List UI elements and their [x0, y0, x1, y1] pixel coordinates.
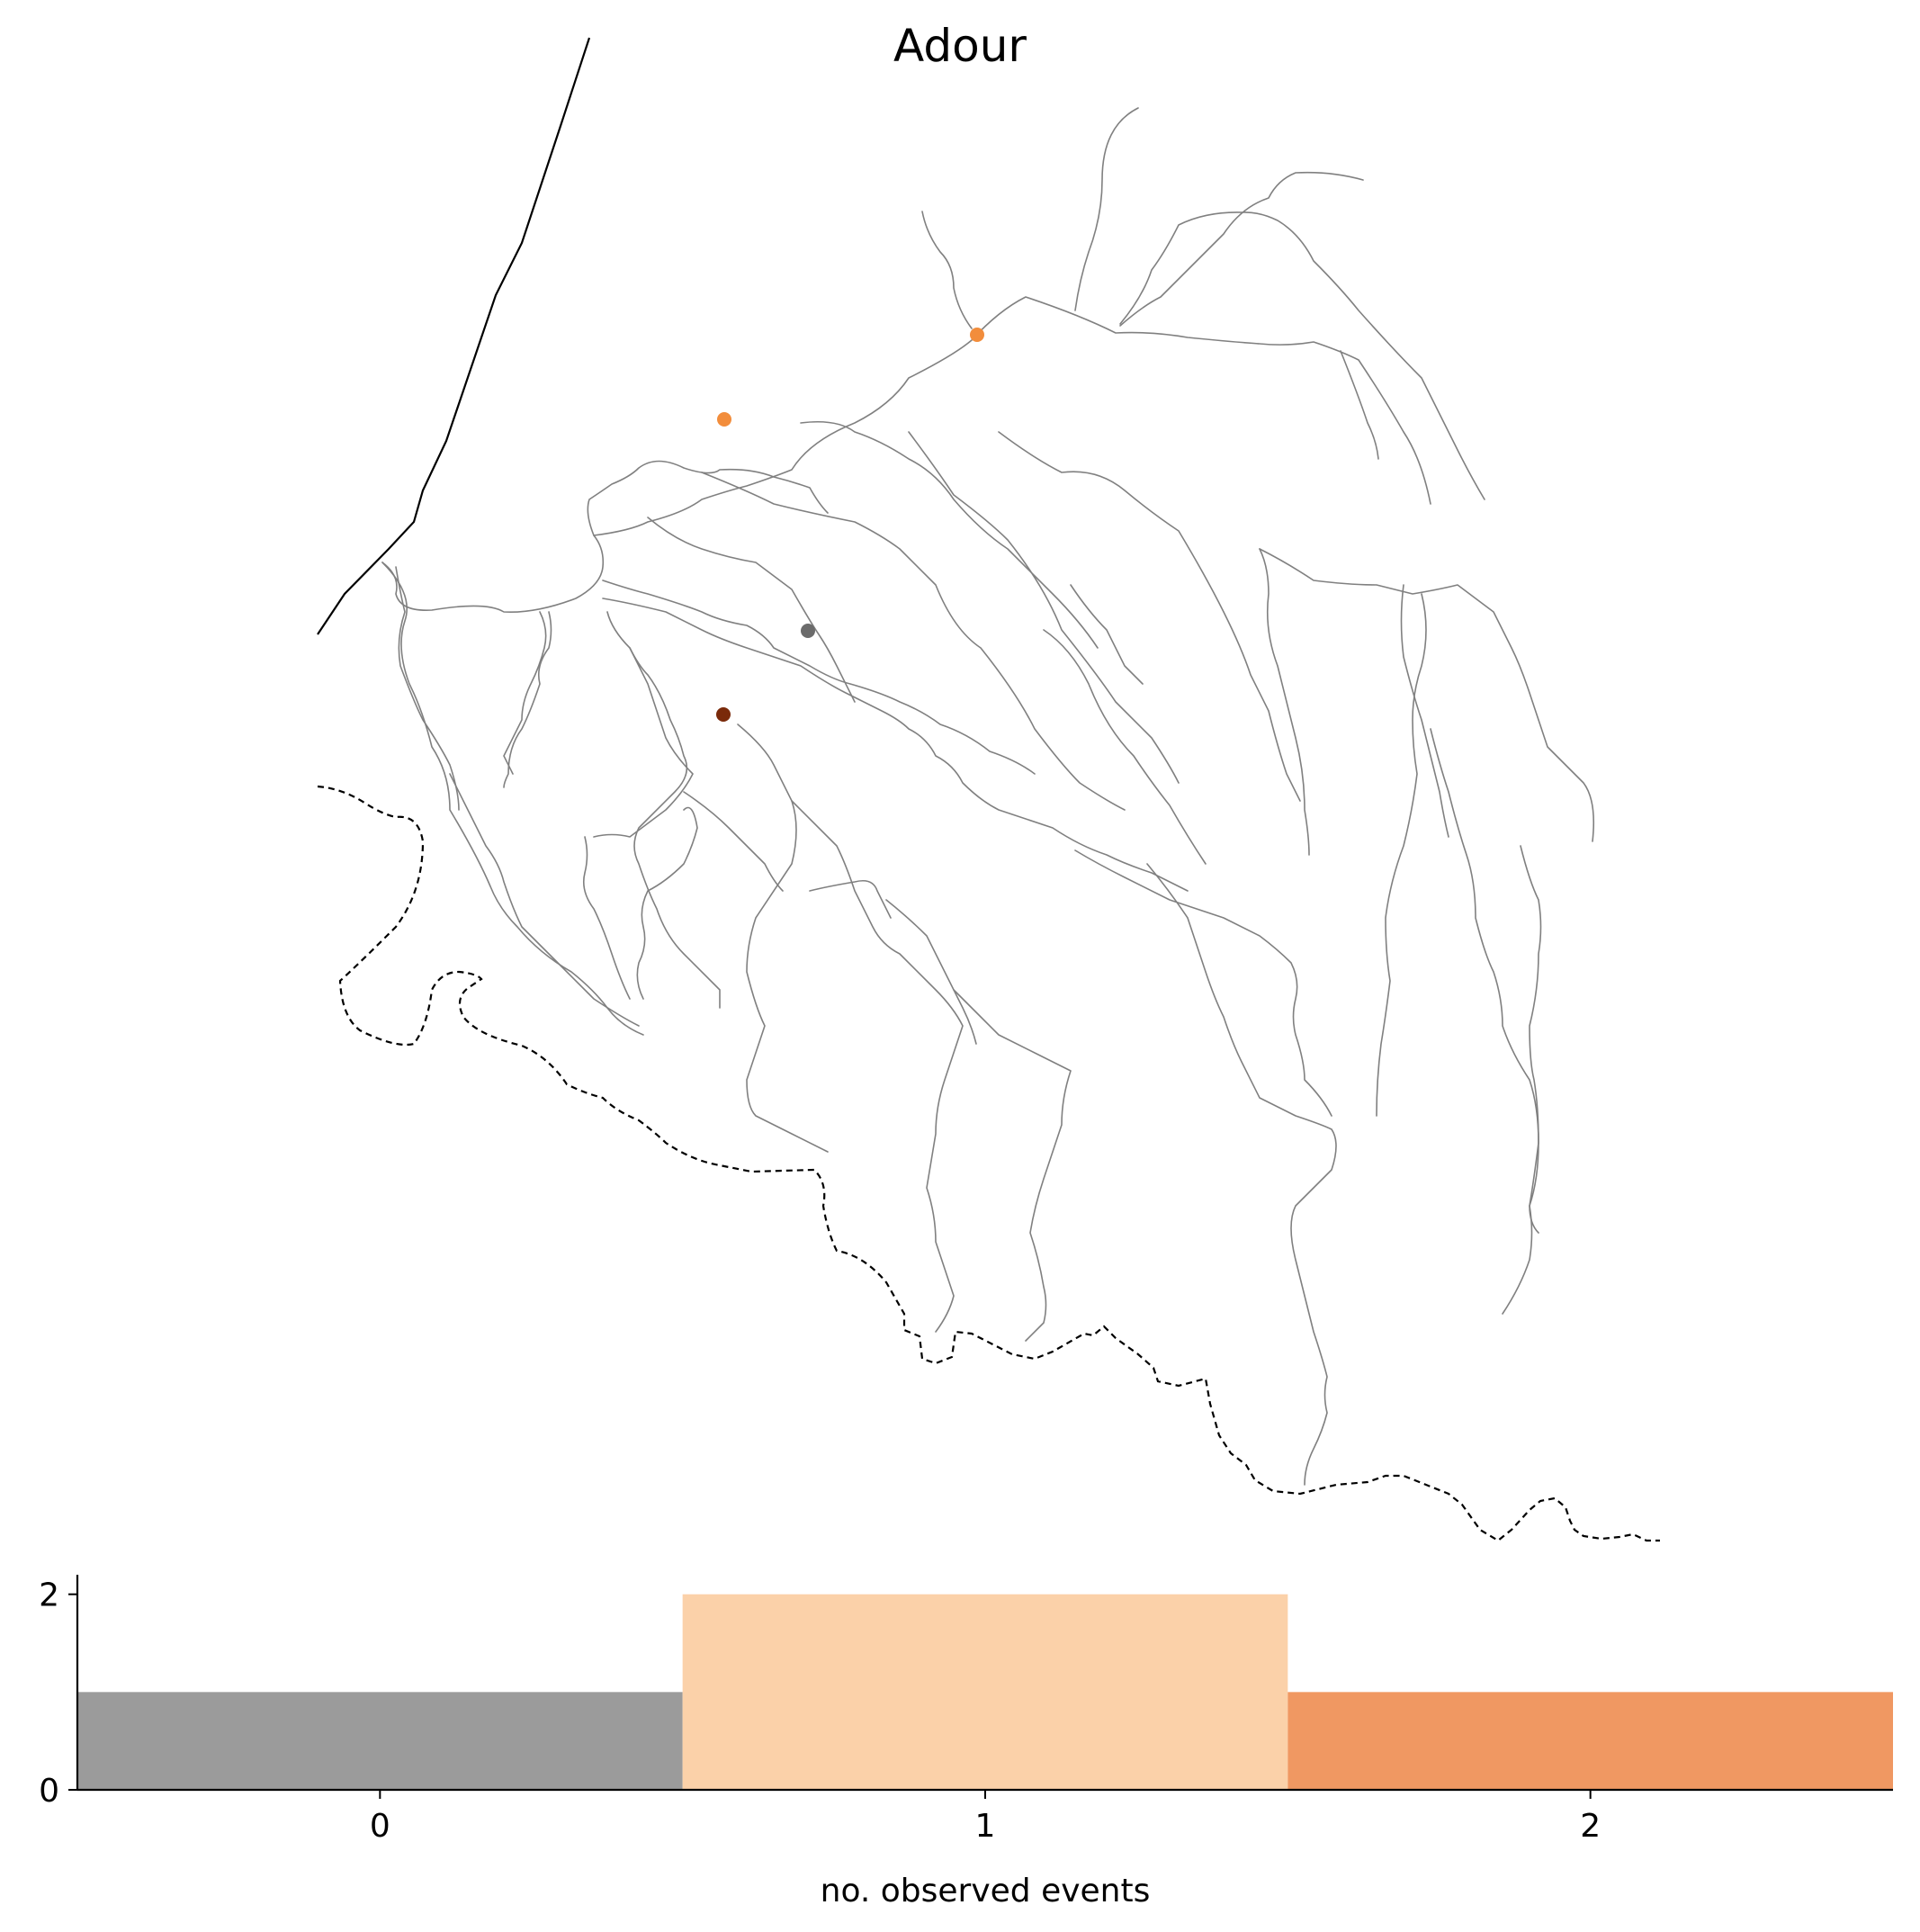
station-marker[interactable]: [717, 412, 731, 427]
river-adour-main: [381, 562, 644, 1036]
river-alaric: [1430, 728, 1539, 1315]
river-luy-1: [800, 420, 1099, 649]
x-tick-label: 1: [975, 1808, 996, 1845]
river-aldudes: [683, 791, 784, 892]
river-luy-2: [701, 472, 1126, 811]
river-douze: [593, 296, 1431, 536]
border-line: [317, 785, 1660, 1542]
river-ousse-2: [1400, 584, 1449, 838]
river-northern-trib-2: [1074, 107, 1139, 311]
river-adour-upper: [1259, 548, 1595, 842]
histogram-bar: [1287, 1692, 1893, 1790]
river-lower-course: [381, 460, 829, 614]
river-midouze: [602, 580, 1036, 775]
river-nivelle: [582, 836, 631, 1000]
histogram-bar: [682, 1594, 1288, 1790]
river-gave-de-pau: [602, 598, 1189, 892]
river-bidouze-2: [503, 611, 547, 775]
river-northern-trib-3: [1119, 171, 1364, 327]
river-lees: [1043, 629, 1207, 865]
y-ticks: 02: [39, 1577, 77, 1810]
map-panel: [317, 37, 1660, 1542]
x-tick-label: 2: [1580, 1808, 1601, 1845]
river-broussau: [1070, 584, 1144, 685]
river-saison: [885, 899, 977, 1045]
river-joyeuse: [593, 647, 694, 838]
river-bahus: [998, 431, 1301, 802]
x-ticks: 0 1 2: [370, 1790, 1601, 1845]
river-vert: [809, 879, 892, 919]
map-title: Adour: [893, 20, 1027, 72]
river-louts: [647, 517, 856, 703]
river-gave-oloron-2: [791, 800, 964, 1333]
river-lagoin: [1146, 863, 1337, 1486]
river-arros: [1520, 845, 1542, 1234]
coastline: [317, 37, 591, 635]
station-markers: [716, 328, 984, 722]
river-nive-1: [395, 566, 460, 811]
river-aran: [636, 806, 698, 1000]
river-gave-de-pau-upper: [1074, 849, 1332, 1117]
y-tick-label: 0: [39, 1773, 59, 1810]
river-northern-trib-5: [1340, 350, 1379, 460]
x-tick-label: 0: [370, 1808, 390, 1845]
river-northern-trib-1: [921, 211, 973, 329]
river-gave-oloron-3: [953, 989, 1072, 1342]
station-marker[interactable]: [716, 707, 731, 722]
river-nive-2: [503, 611, 552, 788]
histogram-bar: [77, 1692, 683, 1790]
station-marker[interactable]: [801, 624, 815, 638]
y-tick-label: 2: [39, 1577, 59, 1614]
river-echez: [1376, 593, 1427, 1117]
river-gave-oloron-1: [737, 723, 829, 1153]
river-network: [381, 107, 1595, 1486]
station-marker[interactable]: [970, 328, 984, 342]
river-northern-trib-4: [1119, 211, 1485, 500]
histogram-bars: [77, 1594, 1893, 1790]
river-gabas: [908, 431, 1180, 784]
river-nive-3: [449, 773, 640, 1027]
river-bidouze-1: [606, 611, 721, 1009]
river-ousse: [1259, 548, 1310, 856]
x-axis-label: no. observed events: [821, 1873, 1151, 1910]
